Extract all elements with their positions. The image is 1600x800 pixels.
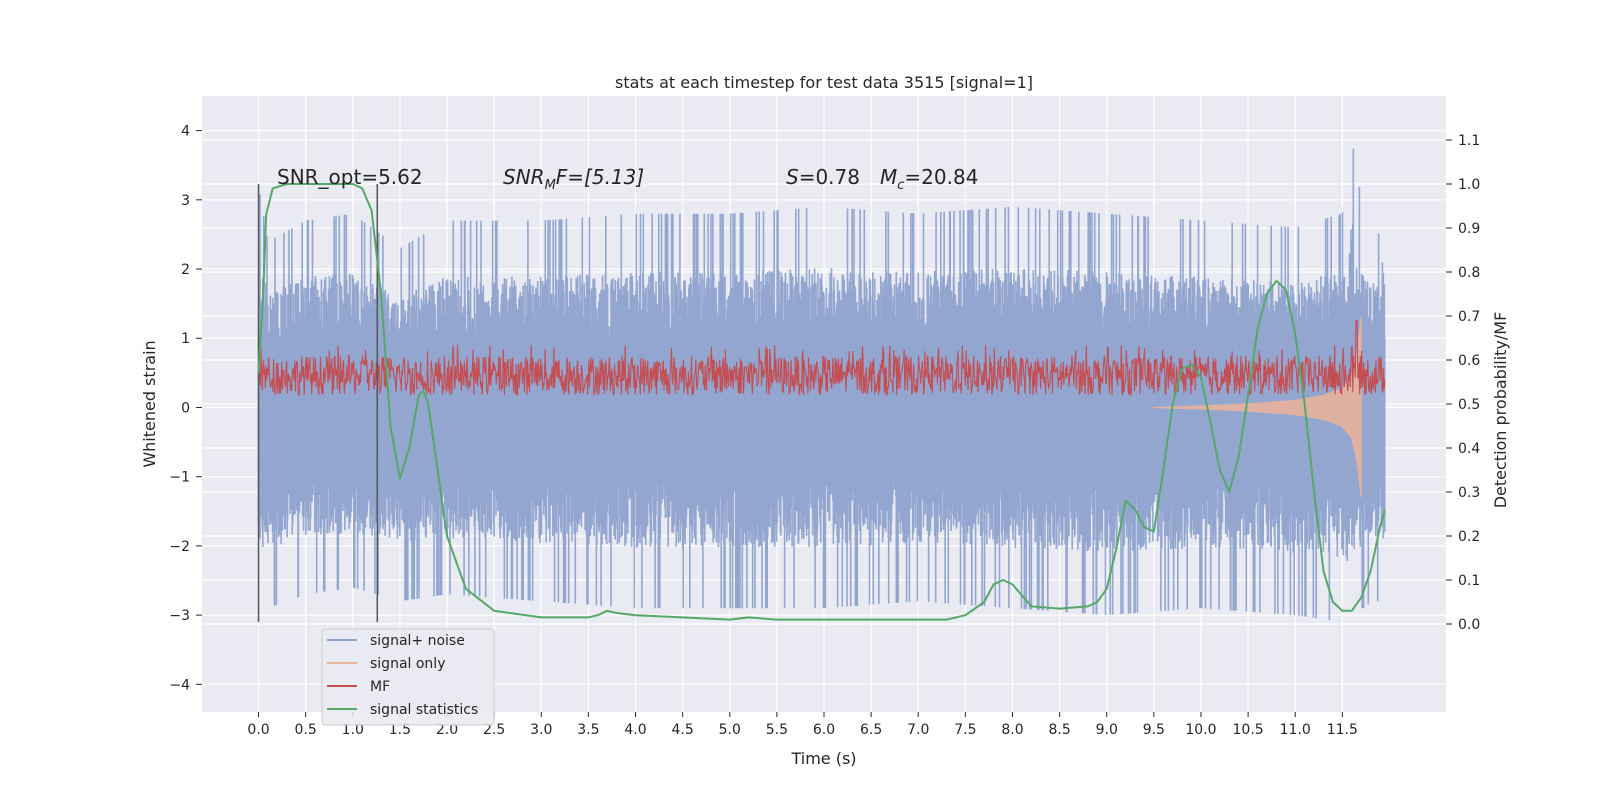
mf-series [257, 319, 1386, 397]
y-tick-label: −1 [169, 470, 190, 486]
x-tick-label: 0.5 [295, 722, 317, 738]
legend: signal+ noise signal only MF signal stat… [321, 628, 495, 726]
y2-tick-label: 1.1 [1458, 133, 1480, 149]
x-axis-ticks: 0.0 0.5 1.0 1.5 2.0 2.5 3.0 3.5 4.0 4.5 5.0 5.5 6.0 6… [247, 712, 1358, 738]
legend-label-signal-only: signal only [370, 656, 445, 672]
signal-statistics-line [257, 183, 1386, 621]
x-tick-label: 8.5 [1048, 722, 1070, 738]
y-tick-label: −3 [169, 608, 190, 624]
y-tick-label: 3 [181, 193, 190, 209]
legend-label-signal-statistics: signal statistics [370, 702, 478, 718]
y-tick-label: 0 [181, 400, 190, 416]
x-tick-label: 6.0 [813, 722, 835, 738]
x-tick-label: 10.0 [1185, 722, 1216, 738]
x-tick-label: 7.0 [907, 722, 929, 738]
y2-tick-label: 0.3 [1458, 485, 1480, 501]
x-axis-label: Time (s) [790, 749, 856, 768]
y-tick-label: 4 [181, 124, 190, 140]
mf-line [257, 319, 1386, 397]
x-tick-label: 2.5 [483, 722, 505, 738]
legend-box [321, 628, 495, 726]
x-tick-label: 7.5 [954, 722, 976, 738]
y-tick-label: 2 [181, 262, 190, 278]
x-tick-label: 8.0 [1001, 722, 1023, 738]
y2-tick-label: 0.8 [1458, 265, 1480, 281]
x-tick-label: 10.5 [1233, 722, 1264, 738]
x-tick-label: 9.5 [1143, 722, 1165, 738]
x-tick-label: 2.0 [436, 722, 458, 738]
x-tick-label: 11.5 [1327, 722, 1358, 738]
x-tick-label: 5.0 [719, 722, 741, 738]
x-tick-label: 5.5 [766, 722, 788, 738]
y-tick-label: −2 [169, 539, 190, 555]
x-tick-label: 0.0 [247, 722, 269, 738]
y2-axis-label: Detection probability/MF [1491, 312, 1510, 509]
y2-tick-label: 0.6 [1458, 353, 1480, 369]
y-axis-ticks: 4 3 2 1 0 −1 −2 −3 −4 [169, 124, 202, 693]
annotation-snr-opt: SNR_opt=5.62 [277, 165, 423, 189]
legend-label-mf: MF [370, 679, 390, 695]
y2-tick-label: 1.0 [1458, 177, 1480, 193]
x-tick-label: 9.0 [1096, 722, 1118, 738]
y2-axis-ticks: 1.1 1.0 0.9 0.8 0.7 0.6 0.5 0.4 0.3 0.2 0.1 0.0 [1446, 133, 1480, 633]
y2-tick-label: 0.2 [1458, 529, 1480, 545]
y2-tick-label: 0.5 [1458, 397, 1480, 413]
plot-area [257, 148, 1386, 623]
x-tick-label: 4.5 [672, 722, 694, 738]
x-tick-label: 6.5 [860, 722, 882, 738]
annotation-mc: Mc=20.84 [880, 165, 978, 193]
x-tick-label: 4.0 [624, 722, 646, 738]
y2-tick-label: 0.1 [1458, 573, 1480, 589]
x-tick-label: 1.0 [342, 722, 364, 738]
x-tick-label: 11.0 [1280, 722, 1311, 738]
y-tick-label: 1 [181, 331, 190, 347]
y2-tick-label: 0.0 [1458, 617, 1480, 633]
annotation-s: S=0.78 [786, 165, 860, 189]
chart-title: stats at each timestep for test data 351… [615, 73, 1033, 92]
y2-tick-label: 0.7 [1458, 309, 1480, 325]
signal-statistics-series [257, 183, 1386, 621]
y2-tick-label: 0.9 [1458, 221, 1480, 237]
legend-label-signal-noise: signal+ noise [370, 633, 465, 649]
y-axis-label: Whitened strain [140, 340, 159, 467]
x-tick-label: 3.0 [530, 722, 552, 738]
y-tick-label: −4 [169, 677, 190, 693]
y2-tick-label: 0.4 [1458, 441, 1480, 457]
x-tick-label: 1.5 [389, 722, 411, 738]
x-tick-label: 3.5 [577, 722, 599, 738]
annotation-snr-mf: SNRMF=[5.13] [503, 165, 644, 193]
